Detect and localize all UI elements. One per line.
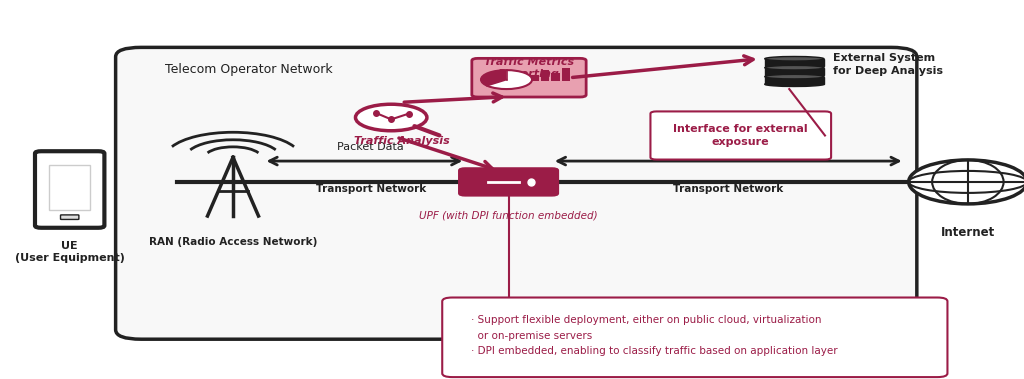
Text: Interface for external
exposure: Interface for external exposure — [674, 124, 808, 147]
Ellipse shape — [765, 56, 824, 61]
Wedge shape — [481, 70, 507, 86]
FancyBboxPatch shape — [650, 111, 831, 160]
Bar — [765, 68, 824, 75]
Ellipse shape — [765, 66, 824, 70]
Ellipse shape — [765, 82, 824, 86]
Bar — [531, 75, 540, 81]
Circle shape — [355, 104, 427, 131]
Bar — [561, 68, 569, 81]
Text: UE
(User Equipment): UE (User Equipment) — [14, 241, 125, 263]
FancyBboxPatch shape — [35, 151, 104, 228]
Bar — [552, 73, 559, 81]
FancyBboxPatch shape — [60, 215, 79, 219]
FancyBboxPatch shape — [442, 298, 947, 377]
Text: Internet: Internet — [941, 226, 995, 238]
Circle shape — [481, 70, 532, 89]
Ellipse shape — [765, 74, 824, 79]
FancyBboxPatch shape — [49, 165, 90, 210]
Bar — [765, 59, 824, 66]
Text: UPF (with DPI function embedded): UPF (with DPI function embedded) — [419, 210, 598, 220]
Text: External System
for Deep Analysis: External System for Deep Analysis — [834, 53, 943, 76]
Text: · Support flexible deployment, either on public cloud, virtualization
  or on-pr: · Support flexible deployment, either on… — [471, 315, 838, 357]
Text: Traffic Metrics
Reporting: Traffic Metrics Reporting — [484, 57, 574, 79]
Text: Packet Data: Packet Data — [694, 142, 762, 152]
Text: Packet Data: Packet Data — [338, 142, 404, 152]
FancyBboxPatch shape — [472, 58, 586, 97]
Text: Traffic Analysis: Traffic Analysis — [353, 136, 450, 146]
FancyBboxPatch shape — [116, 47, 916, 339]
Text: RAN (Radio Access Network): RAN (Radio Access Network) — [148, 237, 317, 247]
Circle shape — [908, 160, 1024, 204]
Text: Transport Network: Transport Network — [315, 184, 426, 194]
Text: Transport Network: Transport Network — [673, 184, 783, 194]
Text: Telecom Operator Network: Telecom Operator Network — [165, 63, 332, 76]
Bar — [765, 77, 824, 84]
Bar — [542, 70, 550, 81]
FancyBboxPatch shape — [459, 168, 558, 196]
